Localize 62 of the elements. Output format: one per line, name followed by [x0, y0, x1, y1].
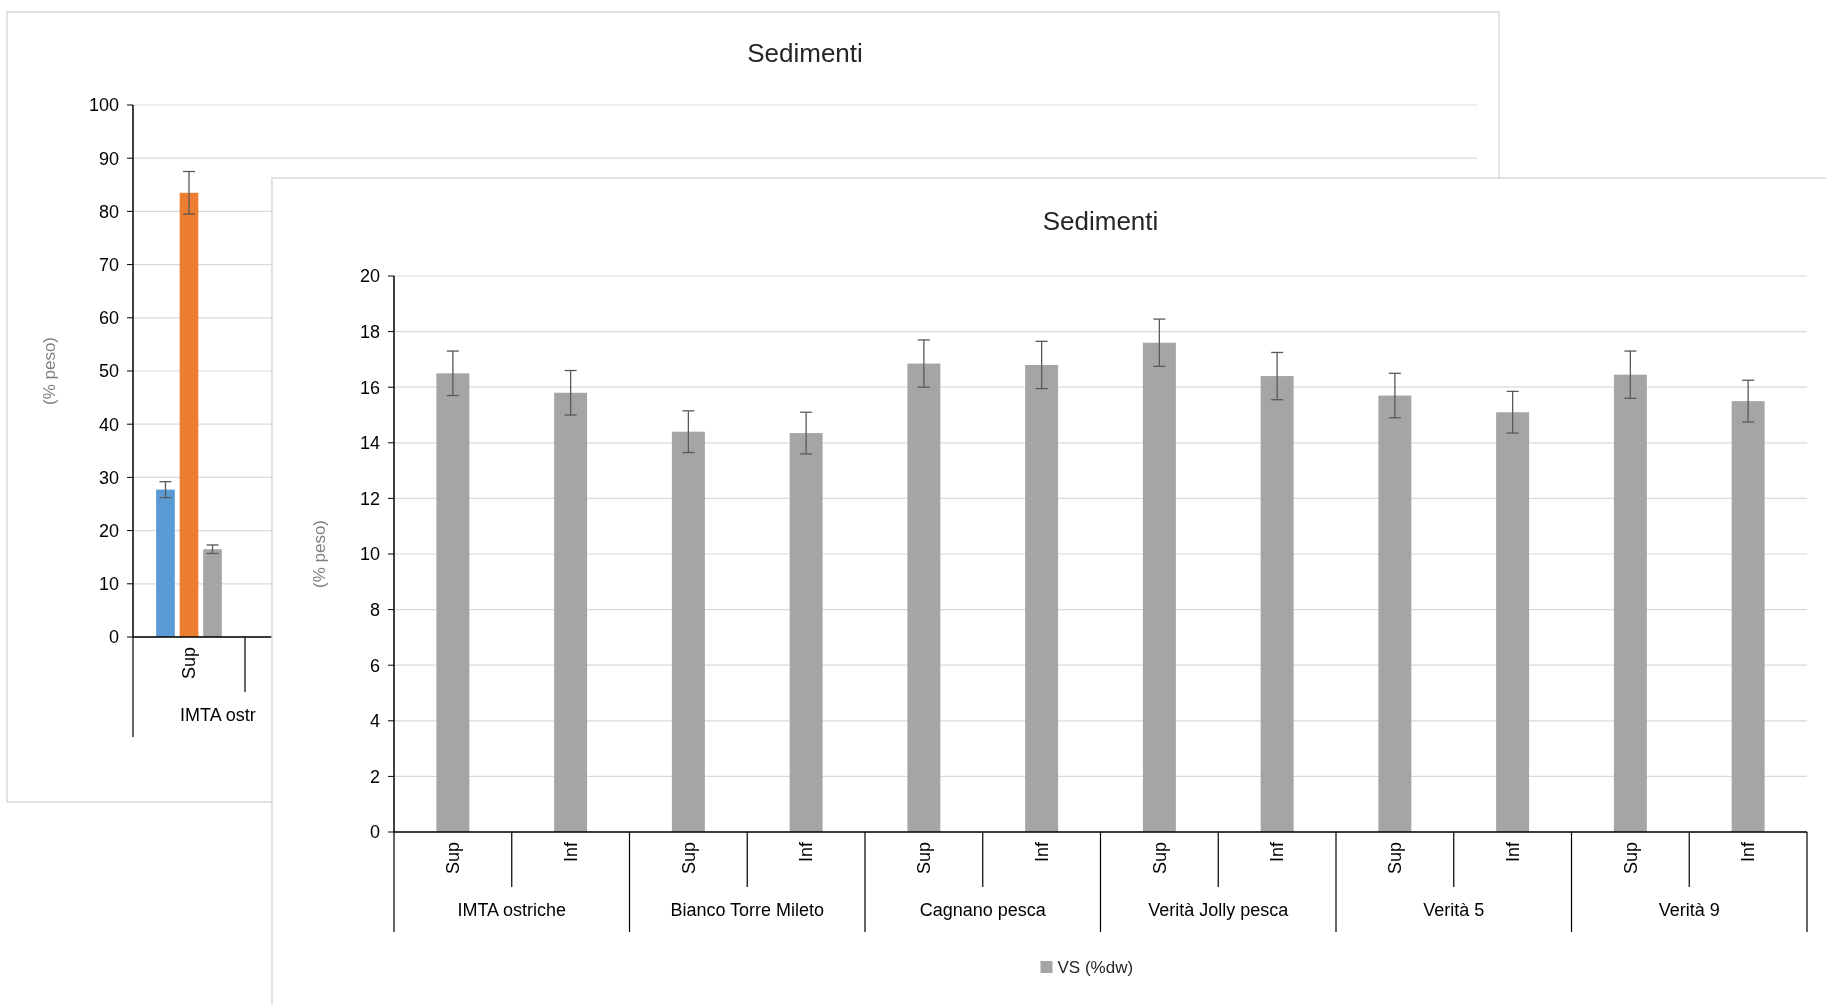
bar: [203, 549, 222, 637]
bar: [436, 373, 470, 832]
text: Bianco Torre Mileto: [670, 900, 825, 920]
legend-label: VS (%dw): [1057, 957, 1134, 977]
text: Verità 5: [1423, 900, 1485, 920]
bar: [1142, 342, 1176, 832]
y-tick-label: 0: [108, 627, 119, 648]
y-tick-label: 60: [98, 308, 119, 329]
y-tick-label: 18: [359, 321, 380, 342]
bar: [1613, 374, 1647, 832]
x-tick-label: Sup: [914, 842, 935, 875]
text: Verità Jolly pesca: [1148, 900, 1290, 920]
y-axis-title: (% peso): [310, 519, 329, 589]
bar: [671, 431, 705, 832]
y-tick-label: 14: [359, 433, 380, 454]
y-tick-label: 70: [98, 254, 119, 275]
y-tick-label: 6: [369, 655, 380, 676]
x-tick-label: Inf: [796, 841, 817, 863]
x-tick-label: Inf: [1267, 841, 1288, 863]
chart-title: Sedimenti: [747, 38, 863, 68]
y-tick-label: 40: [98, 414, 119, 435]
x-tick-label: Inf: [1502, 841, 1523, 863]
text: Cagnano pesca: [919, 900, 1047, 920]
bar: [1496, 412, 1530, 832]
y-tick-label: 80: [98, 201, 119, 222]
y-axis-title: (% peso): [40, 336, 59, 406]
y-tick-label: 2: [369, 766, 380, 787]
x-tick-label: Inf: [1031, 841, 1052, 863]
y-tick-label: 0: [369, 822, 380, 843]
y-tick-label: 4: [369, 711, 380, 732]
text: IMTA ostr: [180, 705, 256, 725]
bar: [1025, 364, 1059, 832]
y-tick-label: 20: [98, 520, 119, 541]
bar: [179, 192, 199, 637]
bar: [156, 489, 175, 637]
y-tick-label: 10: [359, 544, 380, 565]
bar: [789, 433, 823, 832]
x-tick-label: Sup: [1620, 842, 1641, 875]
y-tick-label: 10: [98, 574, 119, 595]
text: Verità 9: [1658, 900, 1720, 920]
y-tick-label: 100: [88, 95, 119, 116]
y-tick-label: 50: [98, 361, 119, 382]
bar: [907, 363, 941, 832]
x-tick-label: Sup: [1149, 842, 1170, 875]
x-tick-label: Inf: [1738, 841, 1759, 863]
x-tick-label: Sup: [443, 842, 464, 875]
y-tick-label: 16: [359, 377, 380, 398]
bar: [1731, 401, 1765, 832]
x-tick-label: Sup: [1385, 842, 1406, 875]
x-tick-label: Sup: [179, 647, 200, 680]
y-tick-label: 12: [359, 488, 380, 509]
y-tick-label: 90: [98, 148, 119, 169]
bar: [554, 392, 588, 832]
y-tick-label: 8: [369, 599, 380, 620]
y-tick-label: 30: [98, 467, 119, 488]
bar: [1260, 376, 1294, 832]
x-tick-label: Sup: [678, 842, 699, 875]
bar: [1378, 395, 1412, 832]
y-tick-label: 20: [359, 266, 380, 287]
chart-title: Sedimenti: [1042, 206, 1159, 236]
x-tick-label: Inf: [560, 841, 581, 863]
text: IMTA ostriche: [457, 900, 567, 920]
